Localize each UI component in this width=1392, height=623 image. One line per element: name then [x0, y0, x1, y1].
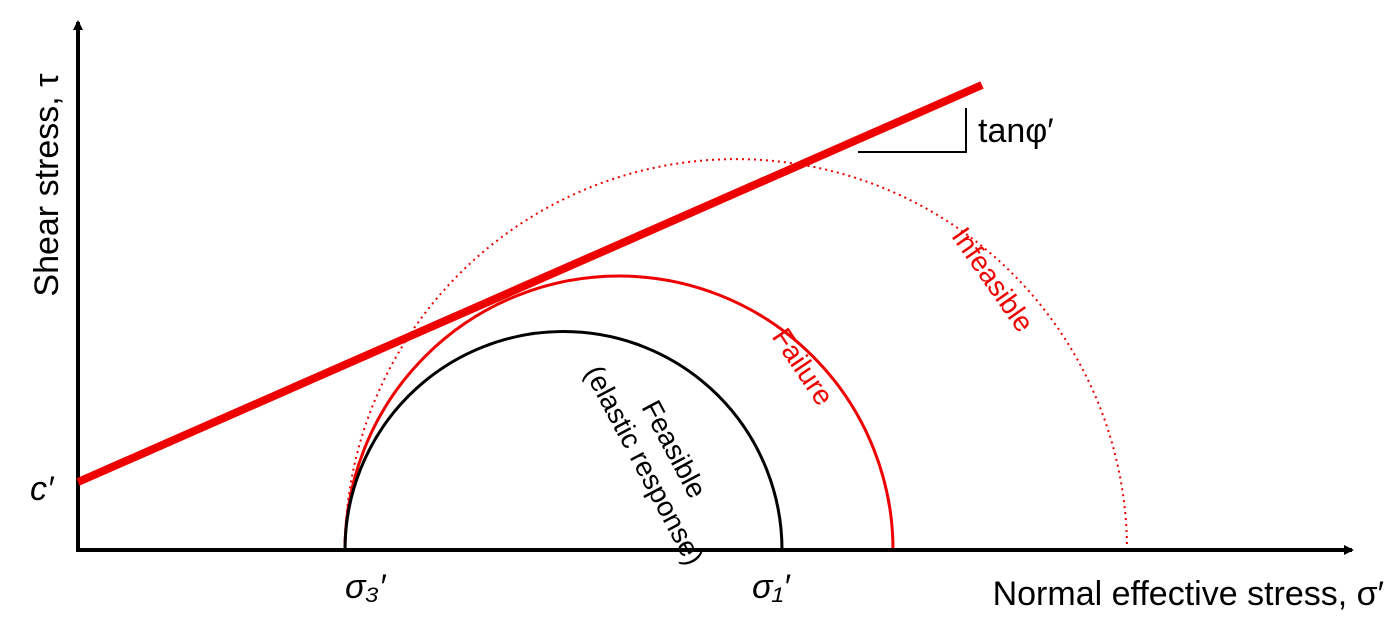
slope-triangle [858, 108, 967, 153]
x-axis-label: Normal effective stress, σ′ [993, 575, 1384, 613]
sigma1-label: σ₁′ [752, 568, 791, 606]
infeasible-label: Infeasible [946, 222, 1040, 338]
failure-circle [343, 274, 895, 551]
feasible-label: Feasible (elastic response) [579, 360, 713, 570]
failure-envelope [76, 81, 984, 486]
feasible-circle [343, 330, 784, 551]
y-axis-label: Shear stress, τ [28, 73, 66, 297]
sigma3-label: σ₃′ [345, 568, 387, 606]
infeasible-circle [344, 158, 1128, 551]
failure-label: Failure [766, 323, 840, 411]
cohesion-label: c′ [30, 470, 55, 508]
slope-label: tanφ′ [978, 112, 1054, 150]
